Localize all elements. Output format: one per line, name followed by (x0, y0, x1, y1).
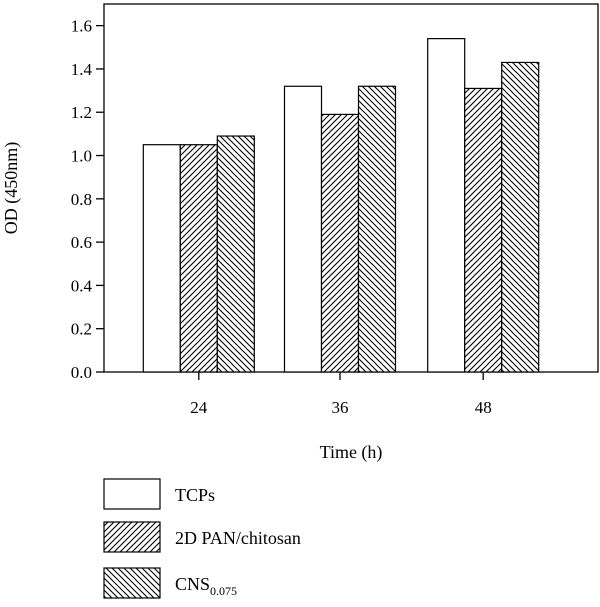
y-tick-label: 1.6 (71, 17, 92, 36)
legend-swatch-1 (103, 478, 161, 510)
bar-2-24 (179, 144, 218, 373)
bar-3-24 (216, 135, 255, 373)
y-tick-label: 0.0 (71, 363, 92, 382)
x-tick-label: 36 (332, 398, 349, 417)
legend-label-3: CNS0.075 (175, 574, 237, 598)
legend-label-2: 2D PAN/chitosan (175, 528, 301, 548)
bar-2-36 (320, 113, 360, 373)
legend-label-1: TCPs (175, 485, 215, 505)
x-tick-label: 24 (190, 398, 208, 417)
y-tick-label: 0.2 (71, 320, 92, 339)
y-tick-label: 0.4 (71, 276, 93, 295)
bar-1-24 (142, 144, 181, 373)
y-axis-title: OD (450nm) (1, 142, 22, 235)
legend-label-subscript: 0.075 (210, 584, 237, 598)
bar-3-36 (357, 85, 397, 373)
x-axis-title: Time (h) (320, 442, 383, 463)
y-tick-label: 0.6 (71, 233, 92, 252)
y-tick-label: 1.2 (71, 103, 92, 122)
x-tick-label: 48 (475, 398, 492, 417)
y-tick-label: 1.0 (71, 147, 92, 166)
legend-swatch-2 (103, 521, 161, 553)
bar-2-48 (464, 87, 503, 373)
bar-1-48 (427, 38, 466, 373)
legend-swatch-3 (103, 567, 161, 599)
y-tick-label: 1.4 (71, 60, 93, 79)
bar-3-48 (501, 61, 540, 373)
bar-1-36 (283, 85, 323, 373)
y-tick-label: 0.8 (71, 190, 92, 209)
